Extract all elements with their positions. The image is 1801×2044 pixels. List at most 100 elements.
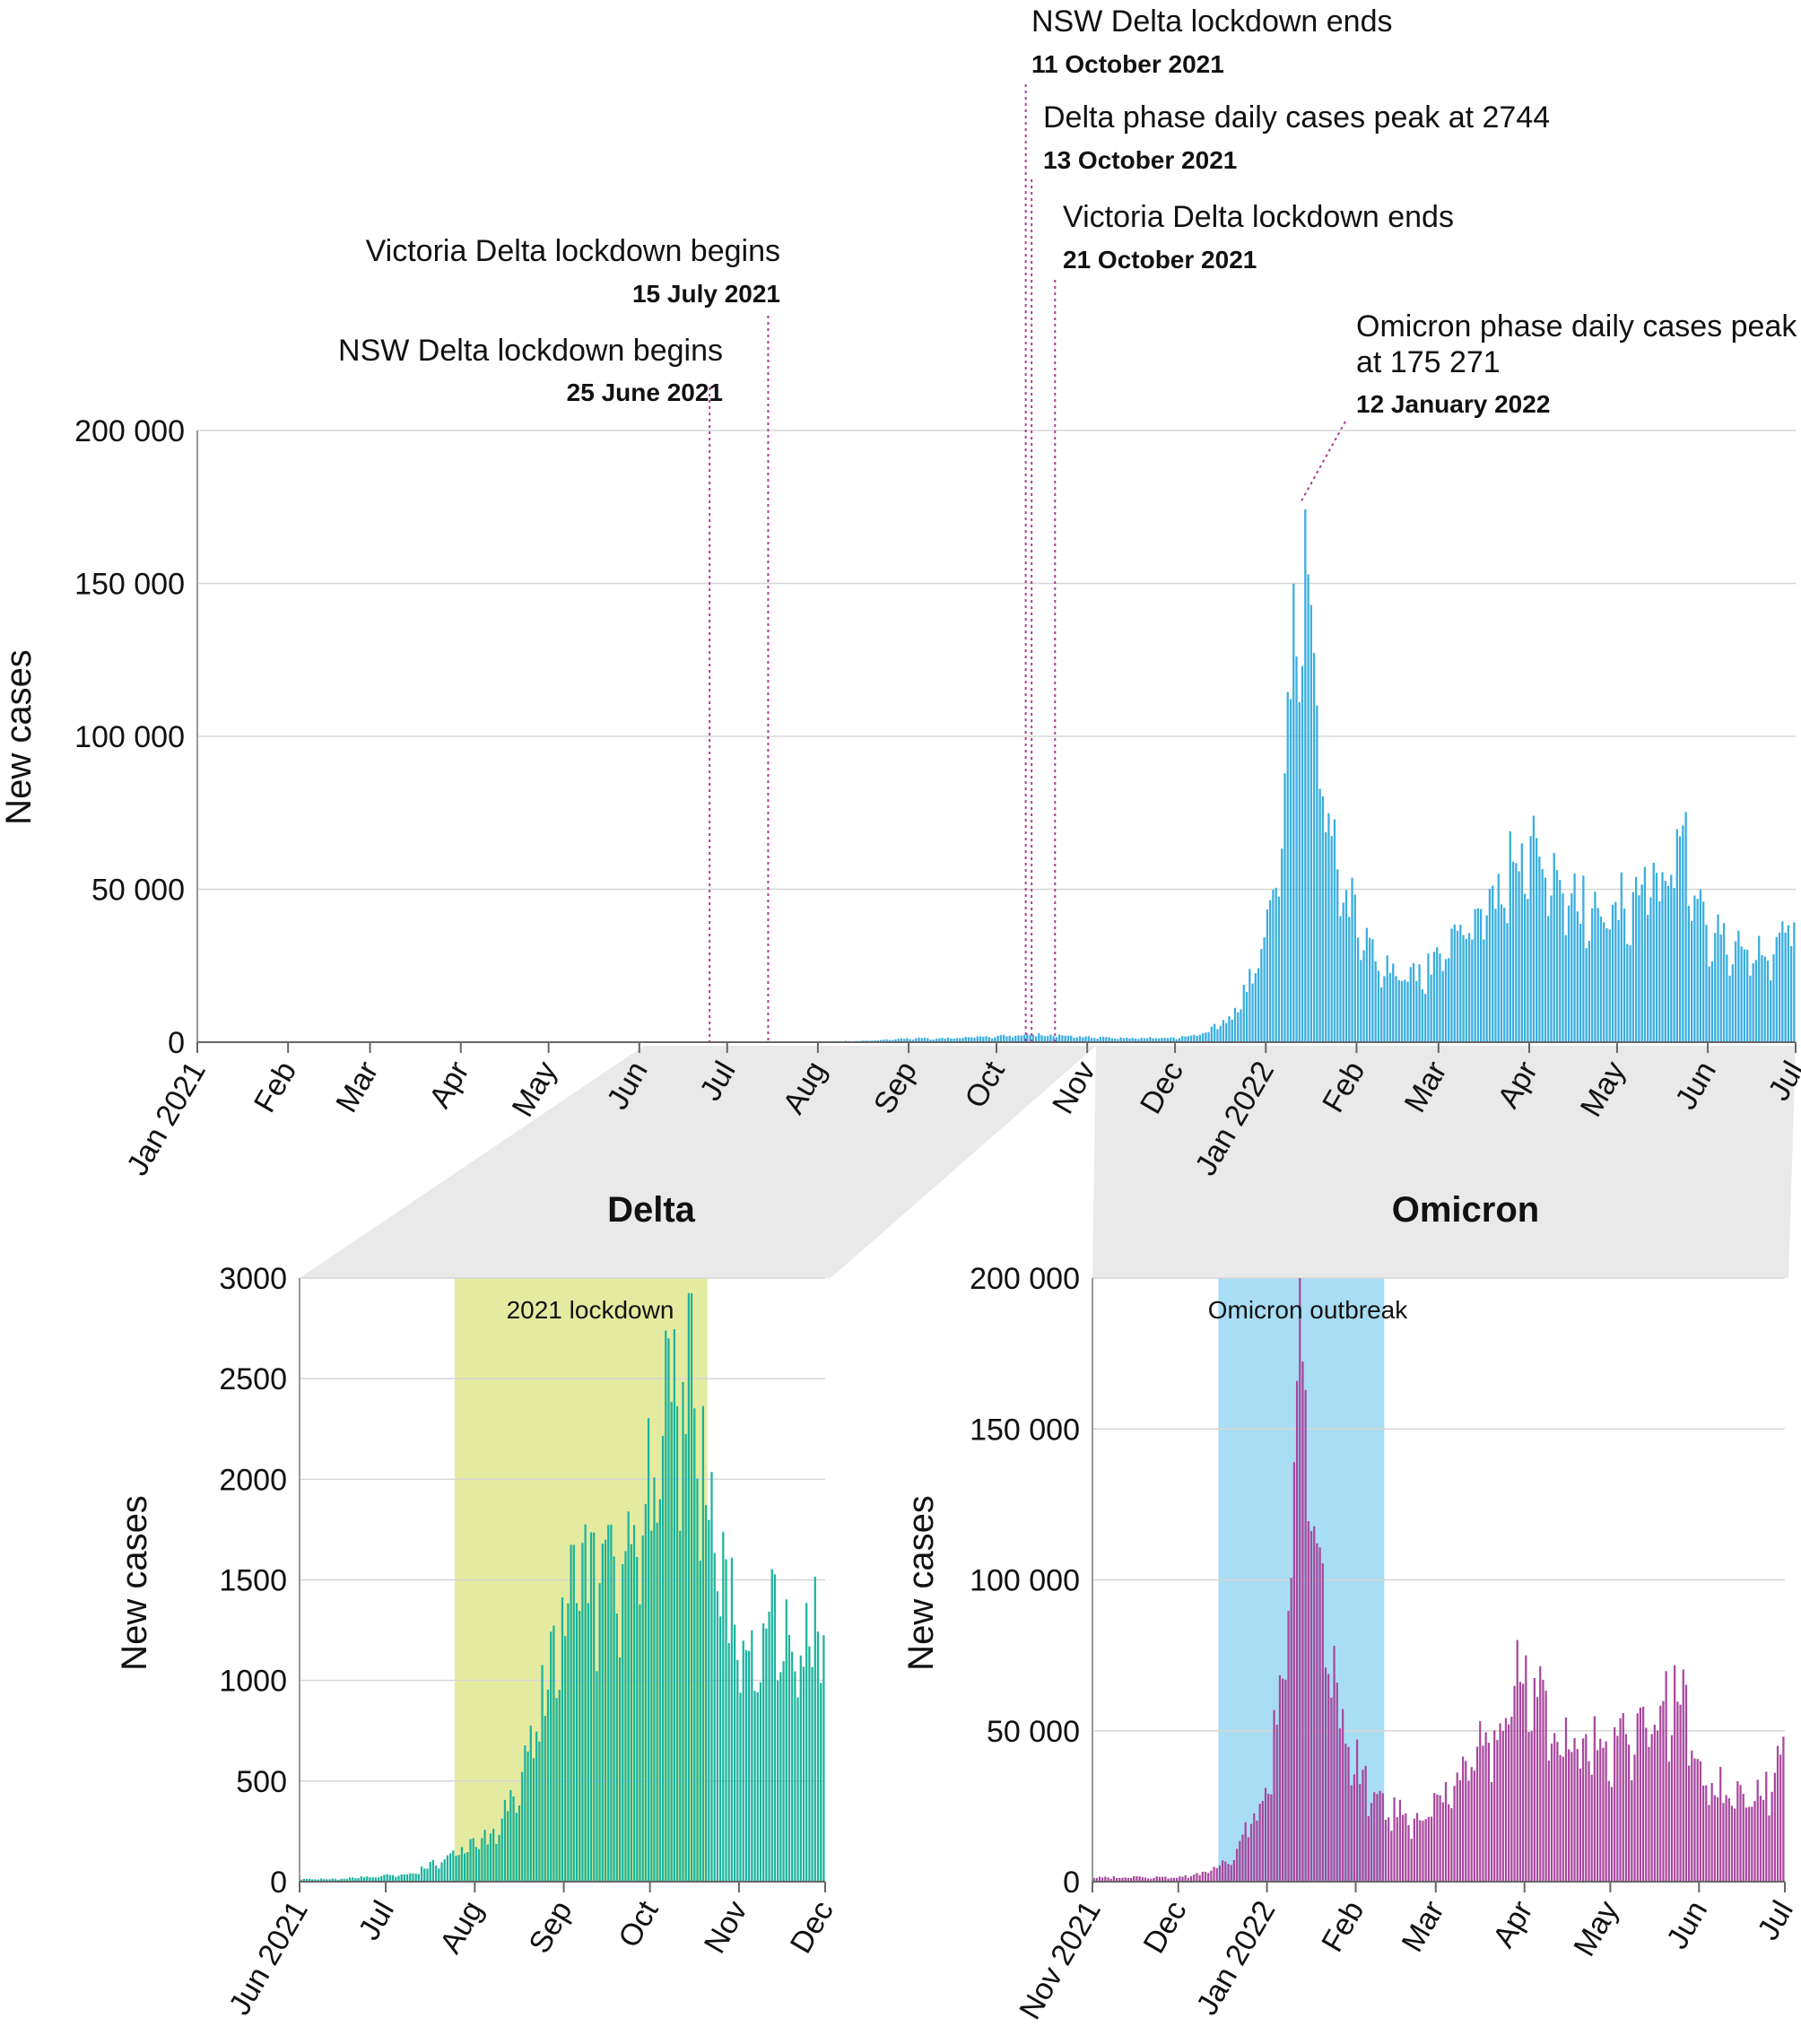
main-bar — [990, 1038, 994, 1042]
main-bar — [1638, 895, 1640, 1042]
delta-bar — [575, 1603, 579, 1882]
main-bar — [1775, 936, 1778, 1042]
omicron-bar — [1508, 1724, 1510, 1882]
delta-bar — [604, 1539, 607, 1882]
omicron-bar — [1544, 1691, 1547, 1882]
main-bar — [1210, 1026, 1214, 1042]
main-bar — [1626, 944, 1629, 1042]
omicron-bar — [1215, 1867, 1218, 1882]
delta-bar — [613, 1556, 615, 1882]
omicron-bar — [1539, 1666, 1542, 1882]
main-bar — [1567, 905, 1570, 1042]
main-bar — [1421, 989, 1424, 1042]
main-bar — [1485, 915, 1488, 1042]
main-bar — [1240, 1009, 1242, 1042]
main-bar — [1471, 939, 1474, 1042]
omicron-bar — [1301, 1361, 1304, 1882]
main-bar — [1647, 914, 1649, 1042]
delta-bar — [587, 1603, 589, 1882]
main-bar — [1371, 939, 1374, 1042]
main-bar — [909, 1039, 911, 1042]
omicron-bar — [1590, 1774, 1593, 1882]
omicron-bar — [1436, 1794, 1439, 1882]
omicron-bar — [1684, 1684, 1688, 1882]
main-bar — [1292, 583, 1295, 1042]
delta-bar — [397, 1875, 400, 1882]
main-bar — [1064, 1035, 1066, 1042]
delta-bar — [704, 1505, 708, 1882]
delta-bar — [607, 1525, 610, 1882]
annotation-delta-peak-date: 13 October 2021 — [1043, 146, 1237, 174]
omicron-bar — [1441, 1802, 1444, 1882]
omicron-bar — [1364, 1766, 1367, 1882]
delta-bar — [489, 1833, 492, 1882]
delta-bar — [589, 1532, 593, 1882]
main-bar — [1316, 705, 1318, 1042]
main-bar — [1283, 773, 1286, 1042]
delta-bar — [696, 1478, 699, 1882]
omicron-x-tick-label: Dec — [1136, 1895, 1193, 1959]
omicron-bar — [1179, 1876, 1181, 1882]
omicron-bar — [1518, 1682, 1522, 1882]
main-bar — [903, 1039, 906, 1042]
main-bar — [1034, 1036, 1038, 1042]
main-bar — [1758, 935, 1761, 1042]
omicron-bar — [1355, 1739, 1359, 1882]
main-bar — [918, 1037, 920, 1042]
omicron-bar — [1153, 1877, 1155, 1882]
omicron-bar — [1270, 1794, 1273, 1882]
main-bar — [1588, 941, 1591, 1042]
omicron-bar — [1479, 1721, 1482, 1882]
omicron-bar — [1667, 1761, 1670, 1882]
main-bar — [1529, 836, 1532, 1042]
main-bar — [1655, 873, 1658, 1042]
main-bar — [1515, 863, 1518, 1042]
delta-bar — [811, 1666, 813, 1882]
omicron-bar — [1593, 1716, 1596, 1882]
omicron-bar — [1235, 1848, 1239, 1882]
omicron-bar — [1771, 1791, 1773, 1882]
main-bar — [1356, 937, 1360, 1042]
omicron-bar — [1247, 1837, 1249, 1882]
omicron-bar — [1645, 1727, 1648, 1882]
delta-bar — [340, 1878, 343, 1882]
omicron-bar — [1708, 1805, 1710, 1882]
delta-bar — [734, 1624, 736, 1882]
main-bar — [1614, 901, 1617, 1042]
delta-bar — [472, 1838, 474, 1882]
main-bar — [1339, 916, 1342, 1042]
main-bar — [1126, 1037, 1128, 1042]
delta-bar — [446, 1855, 449, 1882]
main-bar — [1140, 1038, 1143, 1042]
main-bar — [1666, 885, 1670, 1042]
omicron-bar — [1121, 1877, 1124, 1882]
main-bar — [1005, 1036, 1008, 1042]
main-bar — [996, 1035, 999, 1042]
main-bar — [911, 1039, 915, 1042]
main-bar — [959, 1038, 961, 1042]
delta-bar — [561, 1596, 564, 1882]
lockdown-region-label: 2021 lockdown — [507, 1296, 674, 1324]
omicron-bar — [1461, 1756, 1465, 1882]
delta-x-tick-label: Jul — [352, 1895, 401, 1946]
omicron-bar — [1765, 1771, 1768, 1882]
main-bar — [1008, 1035, 1011, 1042]
main-bar — [1737, 930, 1740, 1042]
main-bar — [1263, 937, 1266, 1042]
delta-bar — [334, 1879, 337, 1882]
main-bar — [1003, 1034, 1005, 1042]
delta-bar — [742, 1640, 744, 1882]
omicron-bar — [1204, 1871, 1207, 1882]
delta-bar — [822, 1635, 825, 1882]
omicron-bar — [1424, 1819, 1427, 1882]
omicron-bar — [1224, 1861, 1227, 1882]
delta-bar — [796, 1697, 799, 1882]
omicron-bar — [1104, 1876, 1107, 1882]
omicron-bar — [1475, 1746, 1479, 1882]
omicron-bar — [1407, 1825, 1410, 1882]
omicron-bar — [1307, 1521, 1309, 1882]
main-bar — [970, 1037, 973, 1042]
main-bar — [1380, 987, 1383, 1042]
delta-bar — [682, 1381, 684, 1882]
omicron-x-tick-label: Jan 2022 — [1190, 1895, 1283, 2021]
